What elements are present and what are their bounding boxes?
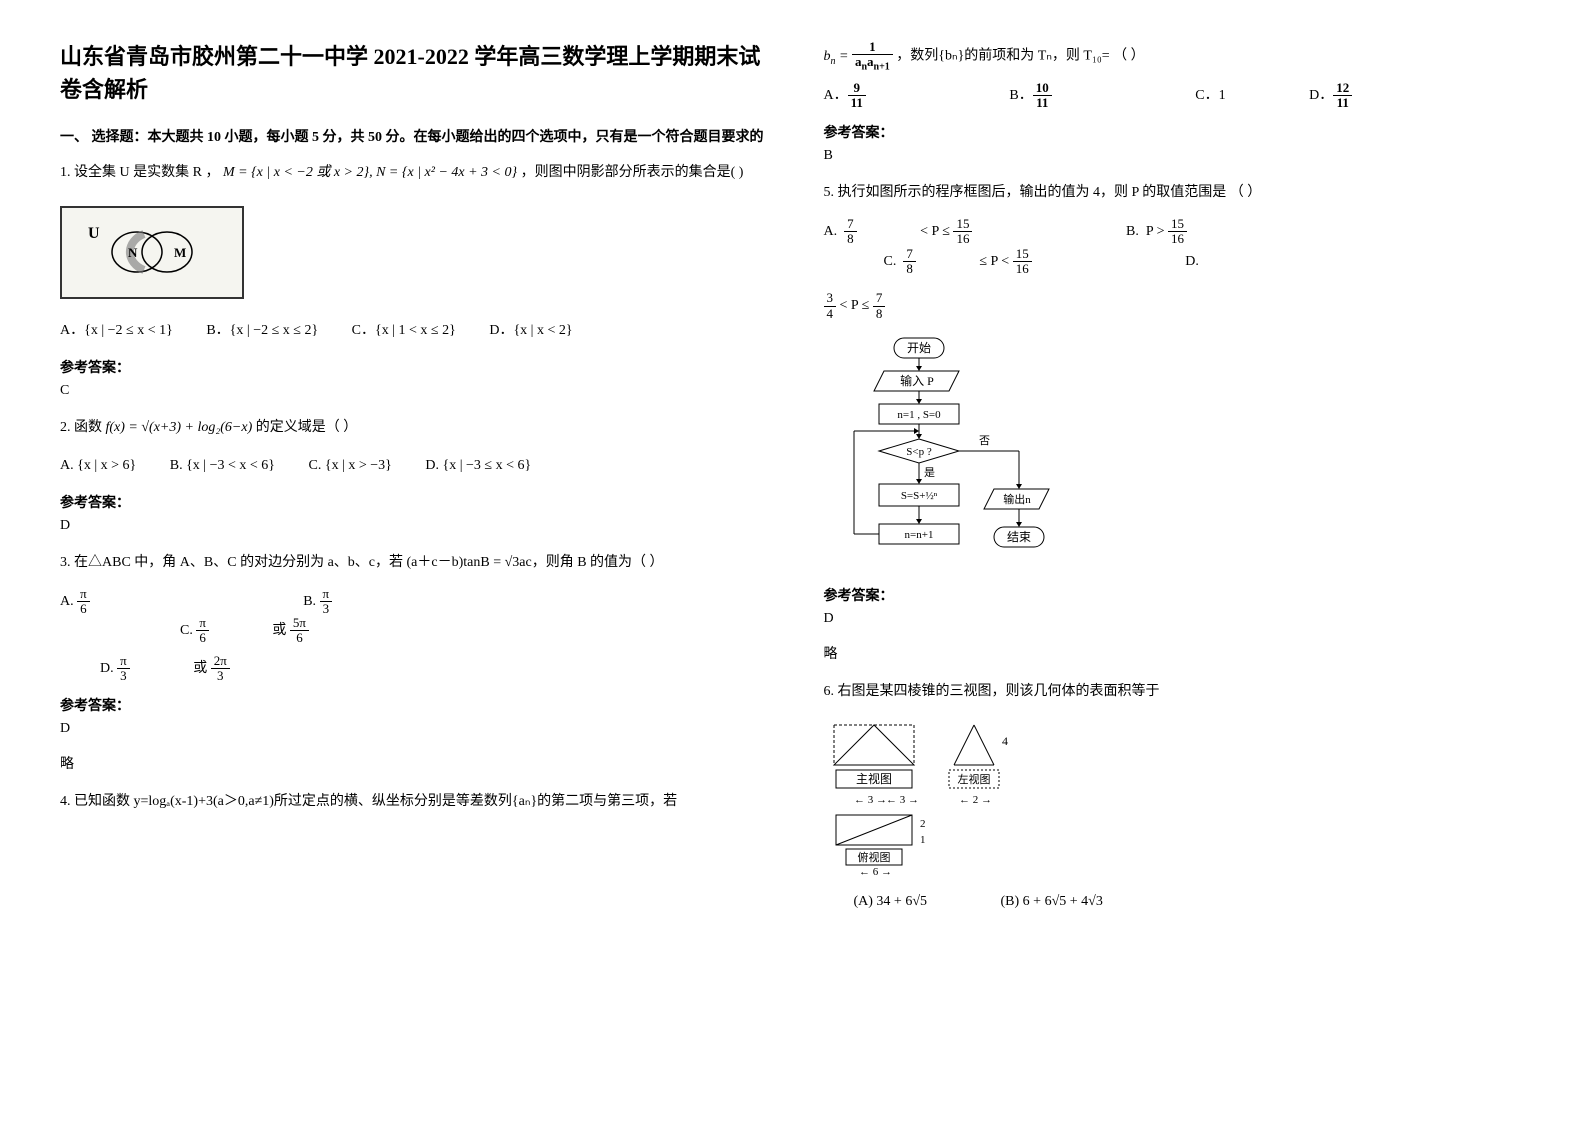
q5-opt-c: C. 78 ≤ P < 1516 (884, 247, 1092, 277)
q2-opt-d: D. {x | −3 ≤ x < 6} (425, 452, 531, 480)
flow-step2: n=n+1 (904, 529, 933, 541)
q1-stem-c: ，则图中阴影部分所表示的集合是( ) (521, 165, 744, 180)
q3-opt-c: C. π6 或 5π6 (180, 616, 369, 646)
q2-options: A. {x | x > 6} B. {x | −3 < x < 6} C. {x… (60, 452, 764, 480)
q3-opt-a: A. π6 (60, 587, 150, 617)
right-column: bn = 1anan+1 ，数列{bₙ}的前项和为 Tₙ，则 T₁₀= （ ） … (824, 40, 1528, 924)
q1-ans-label: 参考答案： (60, 357, 764, 377)
q2-ans: D (60, 518, 764, 534)
svg-text:← 2 →: ← 2 → (959, 794, 992, 806)
q2-opt-b: B. {x | −3 < x < 6} (170, 452, 275, 480)
q6-opt-a: (A) 34 + 6√5 (854, 888, 928, 916)
q1-opt-a: A．{x | −2 ≤ x < 1} (60, 317, 173, 345)
q1-options: A．{x | −2 ≤ x < 1} B．{x | −2 ≤ x ≤ 2} C．… (60, 317, 764, 345)
q3-ans-label: 参考答案： (60, 695, 764, 715)
flow-cond: S<p ? (906, 446, 932, 458)
left-view-label: 左视图 (957, 772, 990, 786)
flow-yes: 是 (924, 466, 935, 479)
page: 山东省青岛市胶州第二十一中学 2021-2022 学年高三数学理上学期期末试卷含… (60, 40, 1527, 924)
section-1-head: 一、 选择题：本大题共 10 小题，每小题 5 分，共 50 分。在每小题给出的… (60, 126, 764, 150)
svg-text:← 6 →: ← 6 → (859, 866, 892, 875)
q4-ans: B (824, 148, 1528, 164)
q4-opt-c: C．1 (1195, 82, 1225, 110)
q5-opt-d: 34 < P ≤ 78 (824, 291, 1528, 321)
three-view-svg: 主视图 ← 3 → ← 3 → 4 左视图 ← 2 → 2 1 俯视图 ← (824, 715, 1044, 875)
q2-stem-a: 2. 函数 (60, 420, 102, 435)
flow-out: 输出n (1003, 492, 1031, 506)
flow-end: 结束 (1006, 530, 1030, 544)
flow-init: n=1 , S=0 (897, 409, 941, 421)
question-4: 4. 已知函数 y=logₐ(x-1)+3(a＞0,a≠1)所过定点的横、纵坐标… (60, 789, 764, 816)
flow-no: 否 (979, 435, 990, 447)
q5-opt-b: B. P > 1516 (1126, 217, 1247, 247)
q2-opt-a: A. {x | x > 6} (60, 452, 136, 480)
q3-opt-b: B. π3 (303, 587, 392, 617)
q1-stem-a: 1. 设全集 U 是实数集 R ， (60, 165, 219, 180)
q4-options: A．911 B．1011 C．1 D．1211 (824, 81, 1528, 111)
q5-ans-label: 参考答案： (824, 585, 1528, 605)
q4-ans-label: 参考答案： (824, 122, 1528, 142)
q4-opt-b: B．1011 (1009, 81, 1111, 111)
q1-opt-b: B．{x | −2 ≤ x ≤ 2} (206, 317, 318, 345)
svg-text:← 3 →: ← 3 → (886, 794, 919, 806)
q6-opt-b: (B) 6 + 6√5 + 4√3 (1001, 888, 1103, 916)
q5-note: 略 (824, 643, 1528, 663)
q1-opt-d: D．{x | x < 2} (489, 317, 572, 345)
flowchart-svg: 开始 输入 P n=1 , S=0 S<p ? 否 是 (824, 336, 1084, 566)
q5-opt-d-label: D. (1185, 248, 1199, 276)
venn-diagram-svg: U N M (82, 220, 222, 280)
flow-step1: S=S+½ⁿ (900, 490, 937, 502)
svg-text:← 3 →: ← 3 → (854, 794, 887, 806)
q4-opt-d: D．1211 (1309, 81, 1412, 111)
q3-ans: D (60, 721, 764, 737)
left-column: 山东省青岛市胶州第二十一中学 2021-2022 学年高三数学理上学期期末试卷含… (60, 40, 764, 924)
q3-options: A. π6 B. π3 C. π6 或 5π6 (60, 587, 764, 646)
doc-title: 山东省青岛市胶州第二十一中学 2021-2022 学年高三数学理上学期期末试卷含… (60, 40, 764, 106)
q5-options: A. 78 < P ≤ 1516 B. P > 1516 C. 78 ≤ P <… (824, 217, 1528, 276)
svg-text:4: 4 (1002, 734, 1008, 748)
venn-u-label: U (88, 225, 100, 242)
q2-opt-c: C. {x | x > −3} (309, 452, 392, 480)
question-3: 3. 在△ABC 中，角 A、B、C 的对边分别为 a、b、c，若 (a＋c－b… (60, 550, 764, 577)
question-2: 2. 函数 f(x) = √(x+3) + log₂(6−x) 的定义域是（ ） (60, 415, 764, 442)
q4-stem2: ，数列{bₙ}的前项和为 Tₙ，则 T₁₀= （ ） (896, 49, 1144, 64)
q3-opt-d: D. π3 或 2π3 (100, 654, 290, 684)
q3-options-2: D. π3 或 2π3 (60, 654, 764, 684)
flow-input: 输入 P (900, 373, 934, 388)
question-6: 6. 右图是某四棱锥的三视图，则该几何体的表面积等于 (824, 679, 1528, 706)
q5-flowchart: 开始 输入 P n=1 , S=0 S<p ? 否 是 (824, 336, 1528, 573)
venn-m-label: M (174, 245, 186, 260)
svg-text:2: 2 (920, 818, 926, 830)
q1-ans: C (60, 383, 764, 399)
svg-text:1: 1 (920, 834, 926, 846)
q5-opt-a: A. 78 < P ≤ 1516 (824, 217, 1033, 247)
q2-stem-b: f(x) = √(x+3) + log₂(6−x) (106, 420, 253, 435)
question-1: 1. 设全集 U 是实数集 R ， M = {x | x < −2 或 x > … (60, 160, 764, 187)
q1-opt-c: C．{x | 1 < x ≤ 2} (352, 317, 456, 345)
question-5: 5. 执行如图所示的程序框图后，输出的值为 4，则 P 的取值范围是 （ ） (824, 180, 1528, 207)
q4-cont: bn = 1anan+1 ，数列{bₙ}的前项和为 Tₙ，则 T₁₀= （ ） (824, 40, 1528, 73)
q5-ans: D (824, 611, 1528, 627)
venn-n-label: N (128, 245, 138, 260)
q6-three-view: 主视图 ← 3 → ← 3 → 4 左视图 ← 2 → 2 1 俯视图 ← (824, 715, 1528, 880)
flow-start: 开始 (906, 341, 930, 355)
q3-note: 略 (60, 753, 764, 773)
q6-options: (A) 34 + 6√5 (B) 6 + 6√5 + 4√3 (824, 888, 1528, 916)
q2-stem-c: 的定义域是（ ） (256, 420, 358, 435)
q2-ans-label: 参考答案： (60, 492, 764, 512)
q1-venn-figure: U N M (60, 206, 244, 299)
main-view-label: 主视图 (855, 771, 891, 786)
q1-stem-b: M = {x | x < −2 或 x > 2}, N = {x | x² − … (223, 165, 517, 180)
q4-opt-a: A．911 (824, 81, 926, 111)
top-view-label: 俯视图 (857, 850, 890, 864)
